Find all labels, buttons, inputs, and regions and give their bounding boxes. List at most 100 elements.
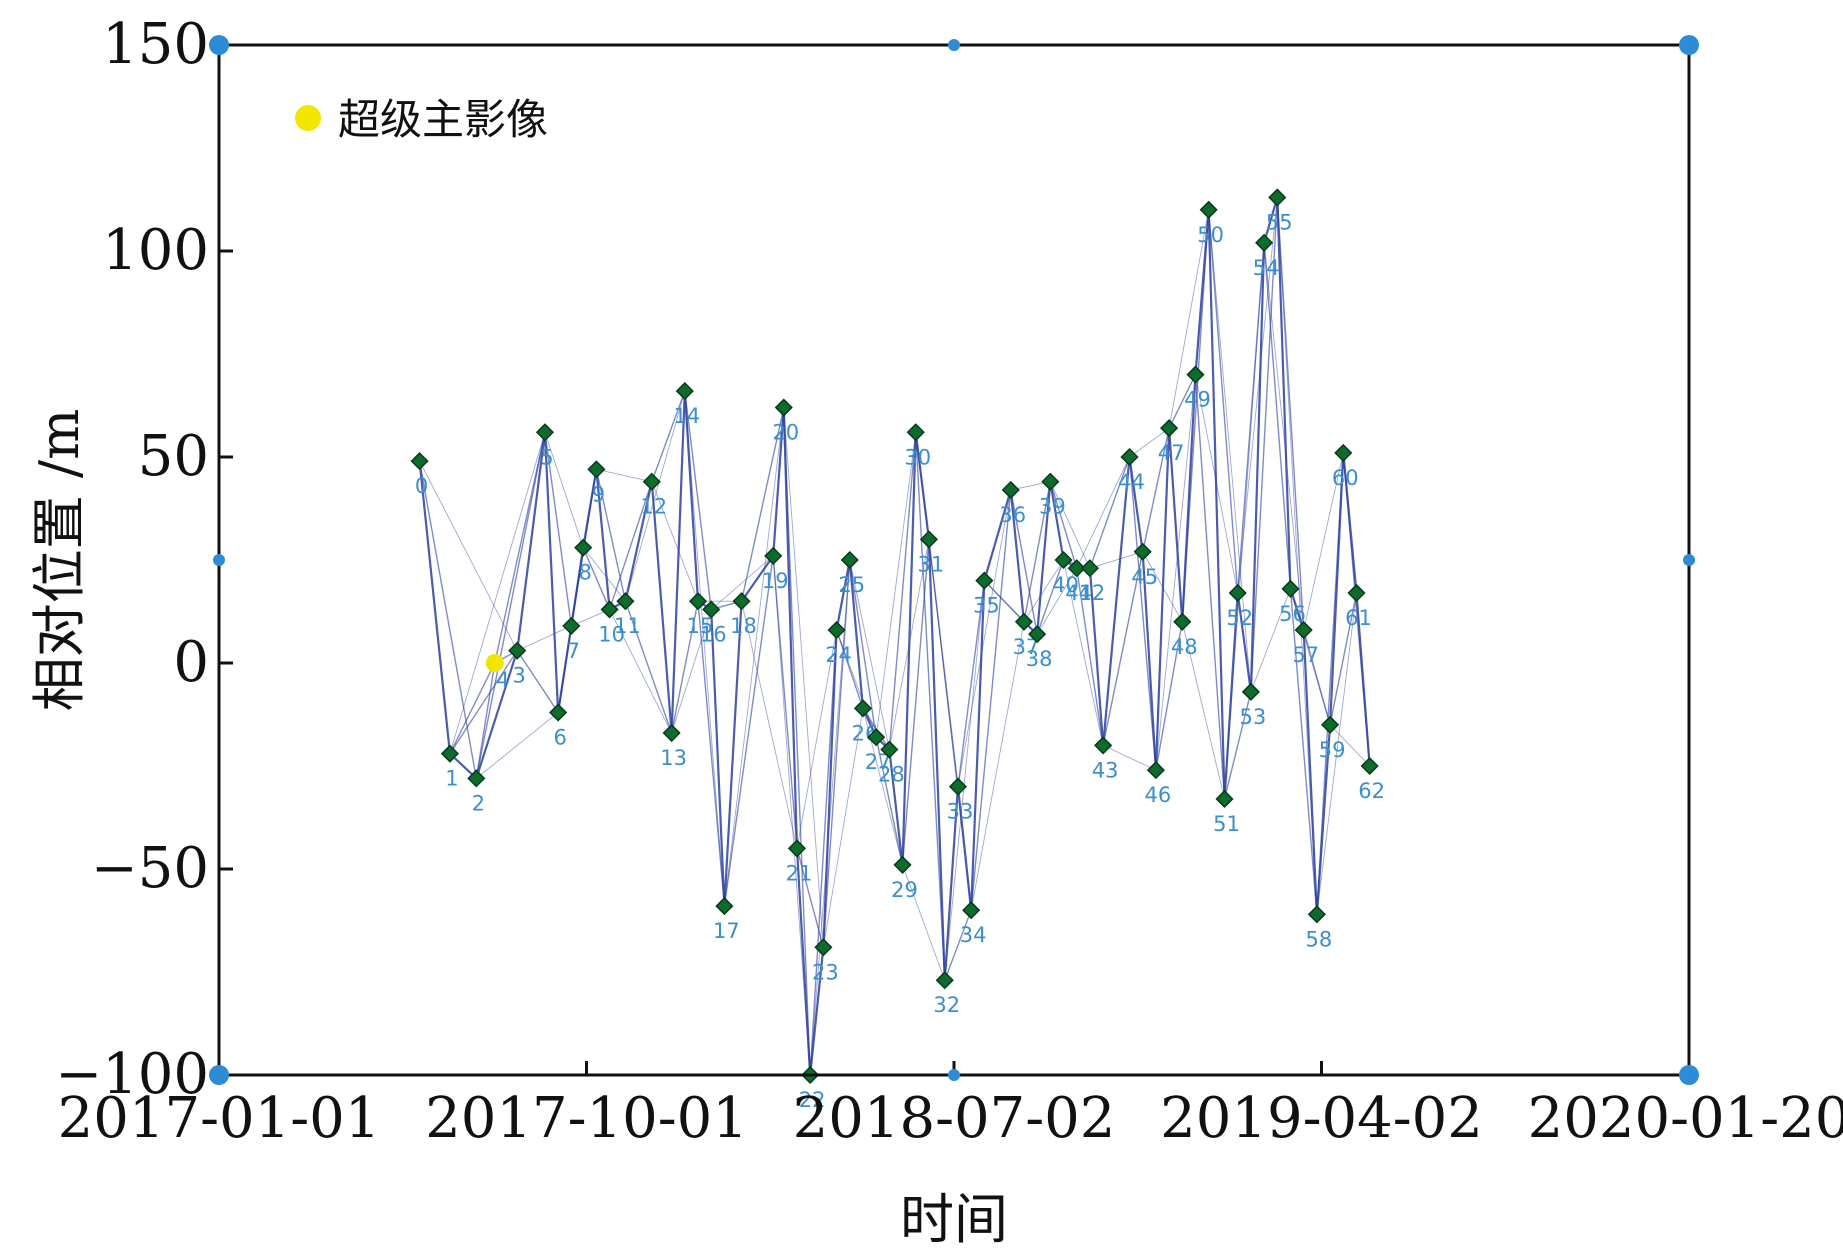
pair-line	[835, 629, 864, 709]
acquisition-label: 6	[553, 725, 566, 749]
acquisition-label: 62	[1358, 779, 1385, 803]
acquisition-point	[642, 472, 661, 491]
acquisition-point	[1321, 715, 1340, 734]
acquisition-label: 61	[1345, 606, 1372, 630]
pair-line	[1329, 724, 1370, 767]
pair-line	[875, 432, 917, 738]
acquisition-label: 19	[762, 569, 789, 593]
acquisition-point	[688, 592, 708, 611]
acquisition-label: 30	[904, 445, 931, 469]
pair-line	[1355, 592, 1371, 767]
pair-line	[1049, 481, 1078, 569]
acquisition-label: 20	[772, 421, 799, 445]
acquisition-point	[549, 703, 568, 722]
pair-line	[1089, 456, 1131, 569]
pair-line	[1207, 209, 1239, 594]
acquisition-point	[867, 728, 886, 747]
pair-line	[1088, 568, 1105, 746]
acquisition-point	[1054, 550, 1073, 570]
pair-line	[848, 559, 865, 709]
pair-line	[1141, 551, 1157, 771]
acquisition-point	[1067, 559, 1086, 578]
pair-line	[595, 469, 627, 602]
pair-line	[517, 625, 572, 652]
acquisition-point	[1281, 579, 1300, 598]
pair-line	[543, 432, 560, 713]
pair-line	[723, 601, 743, 907]
pair-line	[944, 909, 972, 981]
pair-line	[449, 662, 496, 754]
y-tick-label: −100	[55, 1042, 209, 1107]
acquisition-point	[853, 699, 873, 718]
pair-line	[1223, 691, 1252, 800]
acquisition-label: 50	[1197, 223, 1224, 247]
pair-line	[684, 391, 725, 907]
pair-line	[943, 786, 960, 981]
pair-line	[809, 559, 851, 1076]
acquisition-label: 55	[1266, 210, 1293, 234]
pair-line	[1076, 568, 1104, 746]
pair-line	[957, 489, 1012, 787]
pair-line	[970, 580, 986, 911]
acquisition-label: 17	[713, 919, 740, 943]
pair-line	[822, 559, 851, 948]
acquisition-label: 22	[799, 1088, 826, 1112]
acquisition-point	[702, 600, 721, 619]
pair-line	[835, 559, 851, 631]
pair-line	[970, 621, 1025, 911]
acquisition-markers: 0123567891011121314151617181920212223242…	[410, 188, 1385, 1112]
acquisition-point	[787, 839, 807, 858]
pair-line	[772, 555, 811, 1076]
pair-line	[1036, 559, 1065, 635]
acquisition-point	[440, 744, 459, 763]
pair-line	[710, 555, 774, 610]
acquisition-point	[1215, 789, 1234, 809]
acquisition-point	[919, 530, 938, 549]
acquisition-label: 31	[918, 552, 945, 576]
pair-line	[723, 555, 774, 907]
acquisition-point	[732, 592, 751, 611]
pair-line	[710, 609, 726, 907]
acquisition-label: 23	[812, 960, 839, 984]
pair-line	[1250, 197, 1278, 692]
acquisition-label: 28	[878, 763, 905, 787]
acquisition-point	[562, 616, 581, 635]
pair-line	[740, 407, 785, 602]
x-tick-label: 2020-01-20	[1528, 1086, 1843, 1151]
y-axis-title: 相对位置 /m	[28, 409, 91, 712]
acquisition-point	[1094, 736, 1113, 755]
pair-line	[1102, 456, 1131, 746]
acquisition-label: 12	[640, 495, 667, 519]
acquisition-point	[1186, 365, 1205, 384]
acquisition-point	[535, 423, 554, 442]
acquisition-point	[1146, 761, 1165, 780]
pair-line	[1263, 242, 1305, 631]
pair-line	[1263, 197, 1279, 244]
acquisition-label: 24	[825, 643, 852, 667]
acquisition-point	[715, 897, 734, 916]
acquisition-label: 52	[1226, 606, 1253, 630]
acquisition-label: 33	[947, 800, 974, 824]
pair-line	[902, 864, 946, 981]
acquisition-label: 2	[472, 791, 485, 815]
x-tick-label: 2017-10-01	[425, 1086, 748, 1151]
pair-line	[1154, 428, 1171, 771]
pair-line	[624, 600, 673, 734]
pair-line	[772, 555, 798, 849]
pair-line	[822, 629, 838, 948]
acquisition-label: 49	[1184, 388, 1211, 412]
x-axis-ticks: 2017-01-01 2017-10-01 2018-07-02 2019-04-02…	[58, 1061, 1843, 1151]
acquisition-label: 46	[1145, 783, 1172, 807]
pair-line	[475, 432, 546, 779]
acquisition-label: 38	[1026, 647, 1053, 671]
pair-line	[1142, 428, 1170, 552]
acquisition-point	[764, 546, 783, 565]
pair-line	[475, 650, 519, 779]
pair-line	[956, 786, 973, 911]
acquisition-label: 60	[1332, 466, 1359, 490]
pair-line	[1303, 452, 1344, 631]
acquisition-point	[906, 423, 925, 442]
acquisition-point	[1173, 612, 1192, 631]
pair-line	[1102, 551, 1144, 746]
frame-edge-dot	[948, 1069, 960, 1081]
